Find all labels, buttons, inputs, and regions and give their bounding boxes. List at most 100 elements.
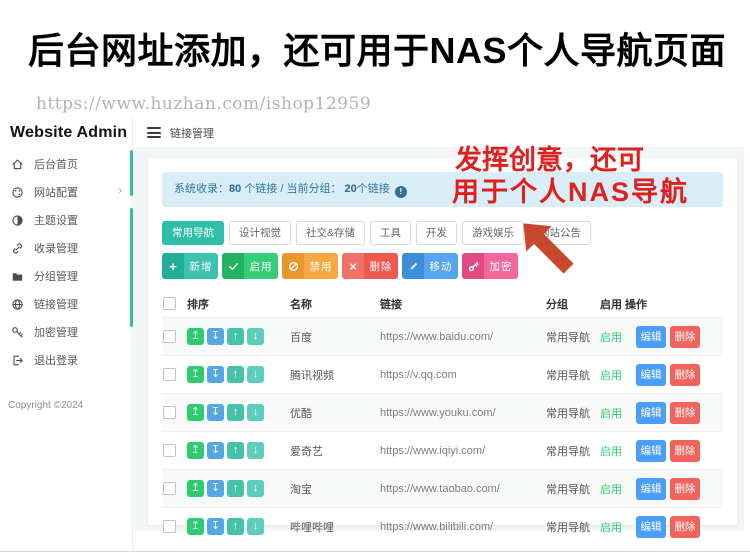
move-top-button[interactable]: ↥: [187, 366, 204, 383]
row-checkbox[interactable]: [163, 330, 176, 343]
move-bottom-button[interactable]: ↧: [207, 404, 224, 421]
edit-button[interactable]: 编辑: [636, 515, 666, 538]
move-up-button[interactable]: ↑: [227, 328, 244, 345]
move-up-button[interactable]: ↑: [227, 442, 244, 459]
link-group: 常用导航: [545, 469, 599, 508]
sidebar-scrollbar[interactable]: [130, 208, 133, 327]
disable-button[interactable]: 禁用: [282, 253, 338, 279]
collect-link-icon: [13, 242, 22, 254]
row-checkbox[interactable]: [163, 520, 176, 533]
move-down-button[interactable]: ↓: [247, 404, 264, 421]
folder-icon: [12, 272, 23, 281]
move-up-button[interactable]: ↑: [227, 518, 244, 535]
annotation-line2: 用于个人NAS导航: [452, 177, 690, 207]
table-row: ↥ ↧ ↑ ↓ 腾讯视频 https://v.qq.com 常用导航 启用 编辑 删除: [162, 355, 723, 394]
delete-selected-button[interactable]: × 删除: [342, 253, 398, 279]
move-down-button[interactable]: ↓: [247, 480, 264, 497]
move-down-button[interactable]: ↓: [247, 518, 264, 535]
move-bottom-button[interactable]: ↧: [207, 480, 224, 497]
home-icon: [12, 158, 23, 169]
move-down-button[interactable]: ↓: [247, 442, 264, 459]
move-top-button[interactable]: ↥: [187, 328, 204, 345]
encrypt-button[interactable]: 加密: [462, 253, 518, 279]
edit-button[interactable]: 编辑: [636, 439, 666, 462]
move-bottom-button[interactable]: ↧: [207, 442, 224, 459]
topbar: 链接管理: [134, 118, 750, 147]
info-icon[interactable]: !: [394, 186, 407, 198]
move-up-button[interactable]: ↑: [227, 480, 244, 497]
sidebar-item-collect[interactable]: 收录管理: [0, 234, 132, 262]
tab-kaifa[interactable]: 开发: [416, 221, 458, 245]
sidebar-item-group[interactable]: 分组管理: [0, 262, 132, 290]
links-table: 排序 名称 链接 分组 启用 操作 ↥ ↧ ↑ ↓ 百度 https://www.ba…: [162, 290, 723, 545]
row-checkbox[interactable]: [163, 444, 176, 457]
sidebar-item-encrypt[interactable]: 加密管理: [0, 318, 132, 346]
link-group: 常用导航: [545, 507, 599, 545]
edit-button[interactable]: 编辑: [636, 325, 666, 348]
move-top-button[interactable]: ↥: [187, 404, 204, 421]
edit-button[interactable]: 编辑: [636, 477, 666, 500]
delete-button[interactable]: 删除: [670, 401, 700, 424]
tab-youxiyule[interactable]: 游戏娱乐: [462, 221, 525, 245]
x-icon: ×: [342, 253, 364, 279]
move-down-button[interactable]: ↓: [247, 366, 264, 383]
move-bottom-button[interactable]: ↧: [207, 518, 224, 535]
move-up-button[interactable]: ↑: [227, 404, 244, 421]
tab-gongju[interactable]: 工具: [370, 221, 412, 245]
sidebar-item-label: 加密管理: [34, 327, 78, 339]
move-top-button[interactable]: ↥: [187, 480, 204, 497]
row-checkbox[interactable]: [163, 482, 176, 495]
copyright-text: Copyright ©2024: [8, 400, 84, 411]
delete-button[interactable]: 删除: [670, 363, 700, 386]
move-button[interactable]: 移动: [402, 253, 458, 279]
check-icon: [222, 253, 244, 279]
move-top-button[interactable]: ↥: [187, 518, 204, 535]
links-card: 系统收录：80 个链接 / 当前分组： 20个链接! 常用导航 设计视觉 社交&…: [148, 158, 737, 545]
link-name: 优酷: [289, 393, 379, 432]
enable-button[interactable]: 启用: [222, 253, 278, 279]
link-name: 淘宝: [289, 469, 379, 508]
move-down-button[interactable]: ↓: [247, 328, 264, 345]
sidebar-item-home[interactable]: 后台首页: [0, 150, 132, 178]
delete-button[interactable]: 删除: [670, 477, 700, 500]
sidebar-scrollbar[interactable]: [130, 150, 133, 196]
plus-icon: +: [162, 253, 184, 279]
tab-shejishijue[interactable]: 设计视觉: [229, 221, 291, 245]
edit-button[interactable]: 编辑: [636, 363, 666, 386]
delete-button[interactable]: 删除: [670, 439, 700, 462]
hamburger-menu-icon[interactable]: [147, 127, 161, 138]
enable-button-label: 启用: [244, 253, 278, 279]
add-button[interactable]: + 新增: [162, 253, 218, 279]
row-checkbox[interactable]: [163, 406, 176, 419]
row-checkbox[interactable]: [163, 368, 176, 381]
edit-button[interactable]: 编辑: [636, 401, 666, 424]
link-status: 启用: [599, 317, 624, 356]
move-bottom-button[interactable]: ↧: [207, 328, 224, 345]
encrypt-button-label: 加密: [484, 253, 518, 279]
toolbar: + 新增 启用 禁用 × 删除 移动: [162, 253, 518, 279]
move-top-button[interactable]: ↥: [187, 442, 204, 459]
move-up-button[interactable]: ↑: [227, 366, 244, 383]
tab-changyongdaohang[interactable]: 常用导航: [162, 221, 224, 245]
move-bottom-button[interactable]: ↧: [207, 366, 224, 383]
link-group: 常用导航: [545, 317, 599, 356]
links-table-body: ↥ ↧ ↑ ↓ 百度 https://www.baidu.com/ 常用导航 启用 编…: [162, 317, 723, 545]
move-icon: [402, 253, 424, 279]
table-row: ↥ ↧ ↑ ↓ 淘宝 https://www.taobao.com/ 常用导航 启用 …: [162, 469, 723, 508]
sidebar-menu: 后台首页 网站配置 › 主题设置 收录管理 分组管理 链接管理: [0, 150, 132, 374]
sidebar-item-theme[interactable]: 主题设置: [0, 206, 132, 234]
tab-shejiao-cunchu[interactable]: 社交&存储: [296, 221, 366, 245]
delete-button[interactable]: 删除: [670, 325, 700, 348]
delete-button[interactable]: 删除: [670, 515, 700, 538]
link-status: 启用: [599, 431, 624, 470]
link-url: https://v.qq.com: [379, 355, 545, 394]
sidebar-item-logout[interactable]: 退出登录: [0, 346, 132, 374]
sidebar-item-links[interactable]: 链接管理: [0, 290, 132, 318]
logout-icon: [13, 355, 23, 365]
sidebar-item-site-config[interactable]: 网站配置 ›: [0, 178, 132, 206]
column-header-url: 链接: [380, 298, 402, 311]
key-icon: [12, 326, 23, 338]
table-row: ↥ ↧ ↑ ↓ 优酷 https://www.youku.com/ 常用导航 启用 编…: [162, 393, 723, 432]
table-row: ↥ ↧ ↑ ↓ 百度 https://www.baidu.com/ 常用导航 启用 编…: [162, 317, 723, 356]
select-all-checkbox[interactable]: [163, 297, 176, 310]
